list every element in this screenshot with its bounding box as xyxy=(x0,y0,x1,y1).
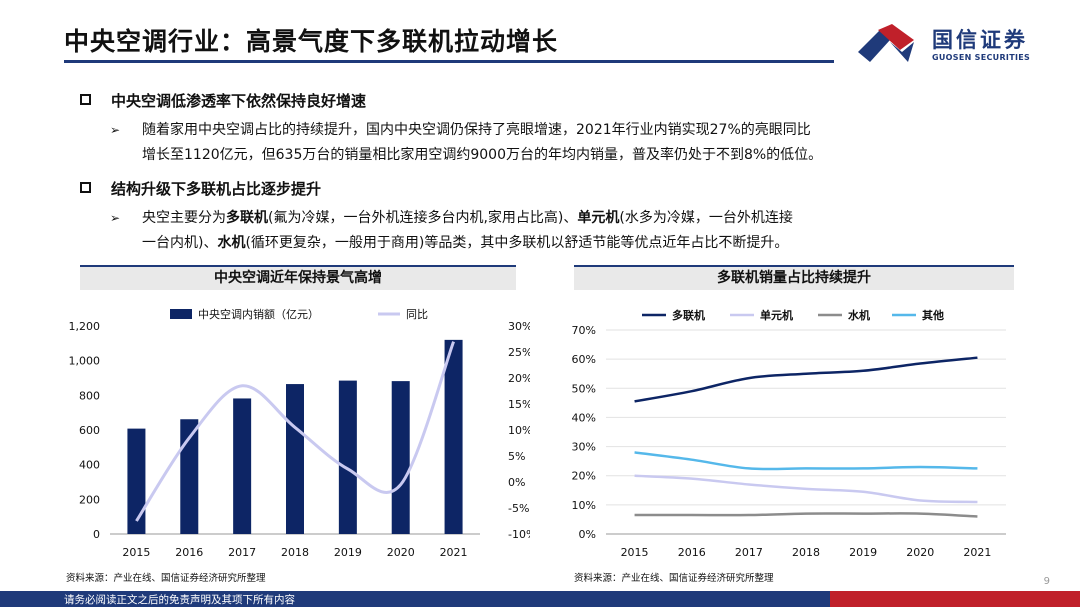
arrow-bullet-icon: ➢ xyxy=(110,123,121,137)
legend-label-2: 水机 xyxy=(848,308,870,322)
text-span: 一台内机)、 xyxy=(142,235,218,251)
right-y-tick-label: 25% xyxy=(508,346,530,359)
x-tick-label: 2017 xyxy=(228,546,256,559)
page-title: 中央空调行业：高景气度下多联机拉动增长 xyxy=(64,27,559,56)
logo-mark-icon xyxy=(858,24,914,62)
x-tick-label: 2021 xyxy=(963,546,991,559)
y-tick-label: 40% xyxy=(572,411,596,424)
text-span: (循环更复杂，一般用于商用)等品类，其中多联机以舒适节能等优点近年占比不断提升。 xyxy=(245,235,789,251)
logo-english-name: GUOSEN SECURITIES xyxy=(932,53,1031,62)
bar-sales xyxy=(338,380,357,534)
series-line-1 xyxy=(634,474,978,504)
left-source-note: 资料来源：产业在线、国信证券经济研究所整理 xyxy=(66,573,266,584)
left-y-tick-label: 600 xyxy=(79,424,100,437)
x-tick-label: 2015 xyxy=(621,546,649,559)
section-heading-1-text: 中央空调低渗透率下依然保持良好增速 xyxy=(111,92,367,110)
left-y-tick-label: 1,200 xyxy=(69,320,101,333)
bar-sales xyxy=(233,398,252,534)
left-y-tick-label: 400 xyxy=(79,459,100,472)
arrow-bullet-icon: ➢ xyxy=(110,211,121,225)
left-y-tick-label: 1,000 xyxy=(69,355,101,368)
y-tick-label: 30% xyxy=(572,441,596,454)
right-y-tick-label: -5% xyxy=(508,502,529,515)
series-line-3 xyxy=(634,451,978,471)
x-tick-label: 2018 xyxy=(792,546,820,559)
section-2-body: ➢ 央空主要分为多联机(氟为冷媒，一台外机连接多台内机,家用占比高)、单元机(水… xyxy=(110,206,793,256)
bar-sales xyxy=(444,339,463,534)
right-source-note: 资料来源：产业在线、国信证券经济研究所整理 xyxy=(574,573,774,584)
footer-disclaimer: 请务必阅读正文之后的免责声明及其项下所有内容 xyxy=(64,594,295,606)
sales-bar-line-chart: 0 200 400 600 800 1,000 1,200 -10% -5% 0% 5% 10% 15%… xyxy=(69,307,531,559)
section-heading-2-text: 结构升级下多联机占比逐步提升 xyxy=(111,180,322,198)
right-y-tick-label: 5% xyxy=(508,450,525,463)
footer-bar: 请务必阅读正文之后的免责声明及其项下所有内容 xyxy=(0,591,1080,607)
y-tick-label: 60% xyxy=(572,353,596,366)
square-bullet-icon xyxy=(80,182,91,193)
y-tick-label: 50% xyxy=(572,382,596,395)
x-tick-label: 2019 xyxy=(334,546,362,559)
text-span: (水多为冷媒，一台外机连接 xyxy=(619,210,793,226)
bar-sales xyxy=(127,428,146,534)
section-heading-1: 中央空调低渗透率下依然保持良好增速 xyxy=(80,90,366,111)
left-y-tick-label: 200 xyxy=(79,493,100,506)
right-y-tick-label: 0% xyxy=(508,476,525,489)
bold-term: 单元机 xyxy=(577,210,620,226)
x-tick-label: 2015 xyxy=(122,546,150,559)
bar-sales xyxy=(180,419,199,534)
company-logo: 国信证券 GUOSEN SECURITIES xyxy=(856,22,1056,66)
logo-chinese-name: 国信证券 xyxy=(932,28,1028,52)
text-span: (氟为冷媒，一台外机连接多台内机,家用占比高)、 xyxy=(268,210,578,226)
x-tick-label: 2017 xyxy=(735,546,763,559)
x-tick-label: 2016 xyxy=(678,546,706,559)
legend-label-bar: 中央空调内销额（亿元） xyxy=(198,307,319,321)
right-y-tick-label: -10% xyxy=(508,528,530,541)
y-tick-label: 10% xyxy=(572,499,596,512)
y-tick-label: 20% xyxy=(572,470,596,483)
x-tick-label: 2016 xyxy=(175,546,203,559)
legend-swatch-bar xyxy=(170,309,192,319)
x-tick-label: 2018 xyxy=(281,546,309,559)
x-tick-label: 2020 xyxy=(906,546,934,559)
series-line-0 xyxy=(634,356,978,403)
section-1-body: ➢ 随着家用中央空调占比的持续提升，国内中央空调仍保持了亮眼增速，2021年行业… xyxy=(110,118,823,168)
right-y-tick-label: 30% xyxy=(508,320,530,333)
right-y-tick-label: 20% xyxy=(508,372,530,385)
legend-label-3: 其他 xyxy=(922,308,944,322)
footer-accent xyxy=(830,591,1080,607)
title-underline xyxy=(64,60,834,63)
right-y-tick-label: 15% xyxy=(508,398,530,411)
line-yoy xyxy=(135,341,455,522)
bold-term: 多联机 xyxy=(226,210,268,226)
share-line-chart: 0% 10% 20% 30% 40% 50% 60% 70% 2015 2016 2017 2018 2… xyxy=(572,308,1006,559)
y-tick-label: 70% xyxy=(572,324,596,337)
x-tick-label: 2019 xyxy=(849,546,877,559)
bold-term: 水机 xyxy=(217,235,246,251)
section-2-line-1: 央空主要分为多联机(氟为冷媒，一台外机连接多台内机,家用占比高)、单元机(水多为… xyxy=(116,206,793,231)
bar-sales xyxy=(286,384,304,534)
section-1-line-2: 增长至1120亿元，但635万台的销量相比家用空调约9000万台的年均内销量，普… xyxy=(142,147,823,163)
left-y-tick-label: 0 xyxy=(93,528,100,541)
page-number: 9 xyxy=(1043,576,1050,587)
section-2-line-2: 一台内机)、水机(循环更复杂，一般用于商用)等品类，其中多联机以舒适节能等优点近… xyxy=(116,231,793,256)
series-line-2 xyxy=(634,512,978,518)
section-heading-2: 结构升级下多联机占比逐步提升 xyxy=(80,178,321,199)
legend-label-line: 同比 xyxy=(406,308,428,321)
text-span: 央空主要分为 xyxy=(142,210,226,226)
legend-label-0: 多联机 xyxy=(672,308,705,322)
bar-sales xyxy=(391,381,410,534)
right-y-tick-label: 10% xyxy=(508,424,530,437)
section-1-line-1: 随着家用中央空调占比的持续提升，国内中央空调仍保持了亮眼增速，2021年行业内销… xyxy=(142,122,811,138)
square-bullet-icon xyxy=(80,94,91,105)
legend-label-1: 单元机 xyxy=(760,308,793,322)
left-chart-title: 中央空调近年保持景气高增 xyxy=(80,265,516,290)
y-tick-label: 0% xyxy=(579,528,596,541)
x-tick-label: 2020 xyxy=(387,546,415,559)
right-chart-title: 多联机销量占比持续提升 xyxy=(574,265,1014,290)
left-y-tick-label: 800 xyxy=(79,389,100,402)
x-tick-label: 2021 xyxy=(440,546,468,559)
